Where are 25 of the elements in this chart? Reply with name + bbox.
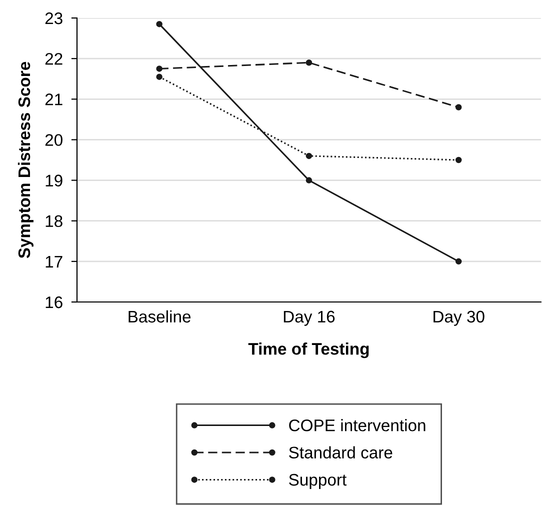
y-tick-label: 23	[45, 12, 62, 24]
y-tick-label: 17	[46, 256, 62, 268]
point	[306, 177, 312, 184]
x-tick-label: Baseline	[128, 310, 191, 323]
y-tick-label: 18	[46, 215, 62, 228]
y-tick-label: 19	[46, 174, 62, 186]
point	[156, 20, 162, 28]
legend-label: Standard care	[289, 446, 392, 458]
point	[455, 104, 462, 110]
y-tick-label: 22	[45, 52, 62, 65]
y-axis-title: Symptom Distress Score	[18, 62, 34, 258]
y-tick-label: 16	[46, 296, 62, 308]
legend-label: COPE intervention	[289, 419, 426, 432]
point	[156, 74, 162, 80]
legend-label: Support	[289, 474, 347, 489]
point	[306, 60, 312, 66]
point	[455, 258, 462, 265]
y-tick-label: 20	[45, 134, 62, 146]
x-tick-label: Day 30	[434, 310, 484, 326]
y-tick-label: 21	[45, 94, 62, 106]
x-axis-title: Time of Testing	[248, 342, 369, 358]
point	[306, 152, 312, 160]
x-tick-label: Day 16	[284, 310, 335, 326]
point	[455, 156, 462, 164]
point	[156, 66, 162, 72]
